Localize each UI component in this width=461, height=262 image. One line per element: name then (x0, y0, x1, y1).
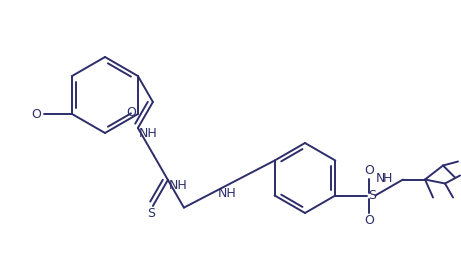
Text: NH: NH (218, 187, 236, 200)
Text: O: O (364, 164, 374, 177)
Text: NH: NH (169, 179, 187, 192)
Text: N: N (375, 172, 385, 185)
Text: NH: NH (139, 127, 157, 140)
Text: S: S (368, 189, 376, 202)
Text: H: H (383, 172, 392, 185)
Text: O: O (364, 214, 374, 227)
Text: O: O (31, 108, 41, 122)
Text: O: O (127, 106, 136, 119)
Text: S: S (147, 208, 155, 220)
